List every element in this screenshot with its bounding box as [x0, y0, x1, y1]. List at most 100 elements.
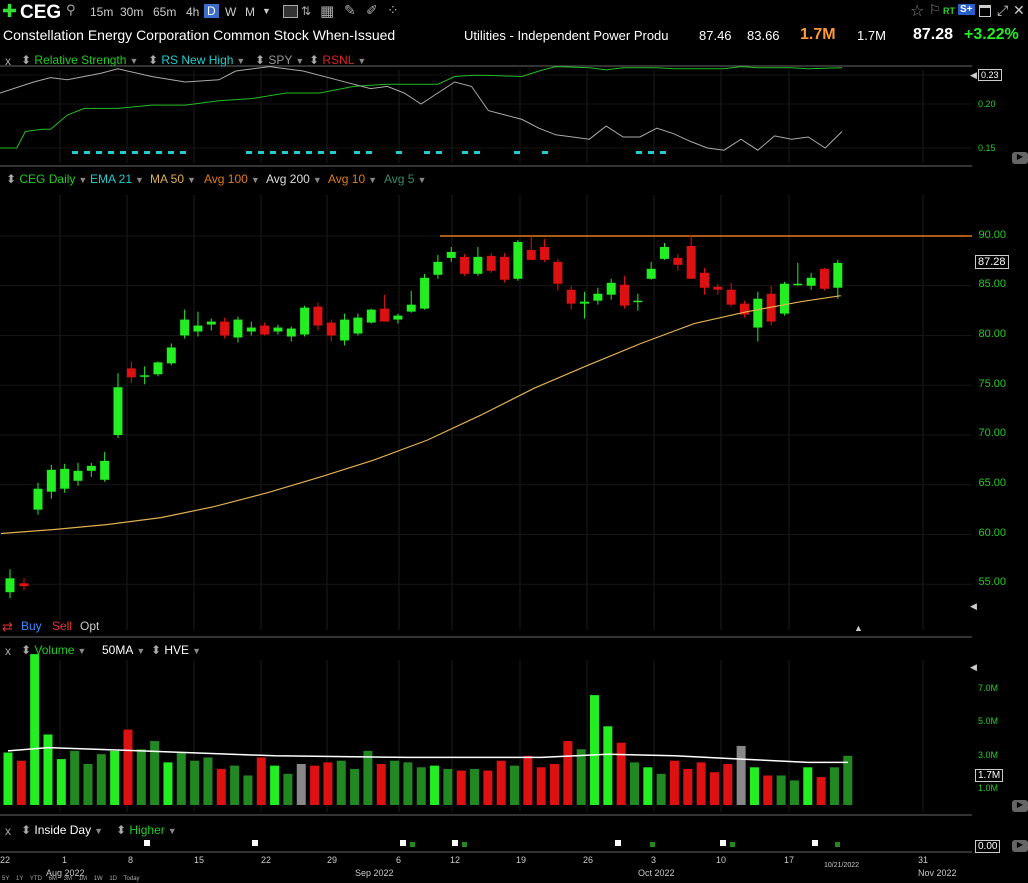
interval-dropdown-icon[interactable]: ▼	[262, 6, 271, 16]
chart-type-icon[interactable]	[283, 5, 298, 18]
price-legend-symbol[interactable]: ⬍ CEG Daily ▼	[6, 172, 87, 186]
sort-arrows-icon: ⬍	[116, 823, 130, 837]
grid-icon[interactable]: ▦	[320, 3, 335, 20]
options-button[interactable]: Opt	[80, 619, 100, 633]
range-today[interactable]: Today	[123, 876, 140, 882]
price-ytick-0: 90.00	[978, 229, 1006, 241]
range-3m[interactable]: 3M	[63, 876, 72, 882]
rs-new-high-marker	[354, 151, 360, 154]
realtime-badge[interactable]: RT	[943, 6, 955, 16]
range-1w[interactable]: 1W	[93, 876, 103, 882]
volume-pane-close[interactable]: x	[5, 644, 11, 658]
hve-label: HVE	[164, 643, 190, 657]
dropdown-caret-icon: ▼	[236, 56, 246, 66]
rs-new-high-marker	[270, 151, 276, 154]
rs-legend-rsnl[interactable]: ⬍ RSNL ▼	[309, 53, 366, 67]
dropdown-caret-icon: ▼	[94, 826, 104, 836]
candle-body	[513, 241, 523, 279]
candle-body	[246, 327, 256, 332]
splus-badge[interactable]: S+	[958, 4, 975, 15]
price-pane	[0, 235, 972, 599]
range-1m[interactable]: 1M	[78, 876, 87, 882]
range-1d[interactable]: 1D	[109, 876, 117, 882]
interval-daily[interactable]: D	[204, 4, 219, 18]
trade-icon[interactable]: ⇄	[2, 619, 13, 634]
candle-body	[673, 257, 683, 265]
rs-legend-spy[interactable]: ⬍ SPY ▼	[255, 53, 304, 67]
price-legend-ema21[interactable]: EMA 21 ▼	[90, 172, 144, 186]
sort-arrows-icon: ⬍	[255, 53, 269, 67]
price-legend-avg200[interactable]: Avg 200 ▼	[266, 172, 322, 186]
rs-new-high-marker	[648, 151, 654, 154]
interval-4h[interactable]: 4h	[186, 5, 200, 19]
dropdown-caret-icon: ▼	[312, 175, 322, 185]
range-ytd[interactable]: YTD	[29, 876, 42, 882]
draw-icon[interactable]: ✎	[344, 2, 356, 18]
rs-new-high-marker	[330, 151, 336, 154]
add-symbol-icon[interactable]: ✚	[2, 1, 18, 21]
pattern-legend-higher[interactable]: ⬍ Higher ▼	[116, 823, 177, 837]
favorite-icon[interactable]: ☆	[910, 3, 925, 20]
candle-body	[166, 347, 176, 364]
interval-15m[interactable]: 15m	[90, 5, 114, 19]
interval-65m[interactable]: 65m	[153, 5, 177, 19]
range-1y[interactable]: 1Y	[16, 876, 24, 882]
volume-legend-50ma[interactable]: 50MA ▼	[102, 643, 145, 657]
volume-legend-hve[interactable]: ⬍ HVE ▼	[151, 643, 201, 657]
candle-body	[473, 256, 483, 274]
volume-bar	[70, 750, 80, 805]
interval-weekly[interactable]: W	[225, 5, 237, 19]
pattern-legend-inside-day[interactable]: ⬍ Inside Day ▼	[21, 823, 103, 837]
range-6m[interactable]: 6M	[48, 876, 57, 882]
rs-new-high-marker	[636, 151, 642, 154]
candle-body	[660, 246, 670, 259]
dropdown-caret-icon: ▼	[417, 175, 427, 185]
price-legend-avg5[interactable]: Avg 5 ▼	[384, 172, 426, 186]
scroll-left-icon[interactable]: ◀	[970, 70, 977, 80]
xaxis-day-label: 29	[327, 855, 338, 865]
collapse-pane-icon[interactable]: ▲	[854, 623, 863, 633]
sort-arrows-icon: ⬍	[151, 643, 165, 657]
pattern-pane-close[interactable]: x	[5, 824, 11, 838]
symbol-label[interactable]: CEG	[20, 2, 62, 23]
dropdown-caret-icon: ▼	[135, 175, 144, 185]
price-legend-ma50[interactable]: MA 50 ▼	[150, 172, 196, 186]
rs-pane-close[interactable]: x	[5, 54, 11, 68]
candle-body	[86, 465, 96, 471]
candle-body	[300, 307, 310, 335]
window-icon[interactable]	[979, 5, 991, 17]
sector-label[interactable]: Utilities - Independent Power Produ	[464, 28, 669, 43]
volume-bar	[630, 762, 640, 805]
range-5y[interactable]: 5Y	[2, 876, 10, 882]
share-icon[interactable]: ⁘	[387, 2, 399, 18]
price-legend-avg10[interactable]: Avg 10 ▼	[328, 172, 377, 186]
alert-icon[interactable]: ⚲	[66, 2, 76, 17]
expand-icon[interactable]: ⤢	[997, 2, 1009, 18]
scroll-left-icon[interactable]: ◀	[970, 662, 977, 672]
rs-legend-new-high[interactable]: ⬍ RS New High ▼	[148, 53, 245, 67]
pane-scroll-button[interactable]: ▶	[1012, 152, 1028, 164]
price-legend-avg100[interactable]: Avg 100 ▼	[204, 172, 260, 186]
annotate-icon[interactable]: ✐	[366, 2, 378, 18]
pane-scroll-button[interactable]: ▶	[1012, 800, 1028, 812]
close-icon[interactable]: ✕	[1013, 2, 1025, 18]
sort-arrows-icon: ⬍	[148, 53, 162, 67]
dropdown-caret-icon: ▼	[192, 646, 201, 656]
pane-scroll-button[interactable]: ▶	[1012, 840, 1028, 852]
volume-legend-volume[interactable]: ⬍ Volume ▼	[21, 643, 86, 657]
flag-icon[interactable]: ⚐	[929, 2, 941, 17]
avg-volume-value: 1.7M	[857, 28, 886, 43]
inside-day-marker	[144, 840, 150, 846]
buy-button[interactable]: Buy	[21, 619, 42, 633]
interval-monthly[interactable]: M	[245, 5, 255, 19]
price-ytick-1: 85.00	[978, 278, 1006, 290]
volume-bar	[243, 775, 253, 805]
rs-legend-relative-strength[interactable]: ⬍ Relative Strength ▼	[21, 53, 138, 67]
compare-icon[interactable]: ⇅	[301, 4, 312, 18]
scroll-left-icon[interactable]: ◀	[970, 601, 977, 611]
interval-30m[interactable]: 30m	[120, 5, 144, 19]
volume-bar	[843, 755, 853, 805]
inside-day-marker	[400, 840, 406, 846]
sell-button[interactable]: Sell	[52, 619, 73, 633]
volume-bar	[43, 734, 53, 805]
